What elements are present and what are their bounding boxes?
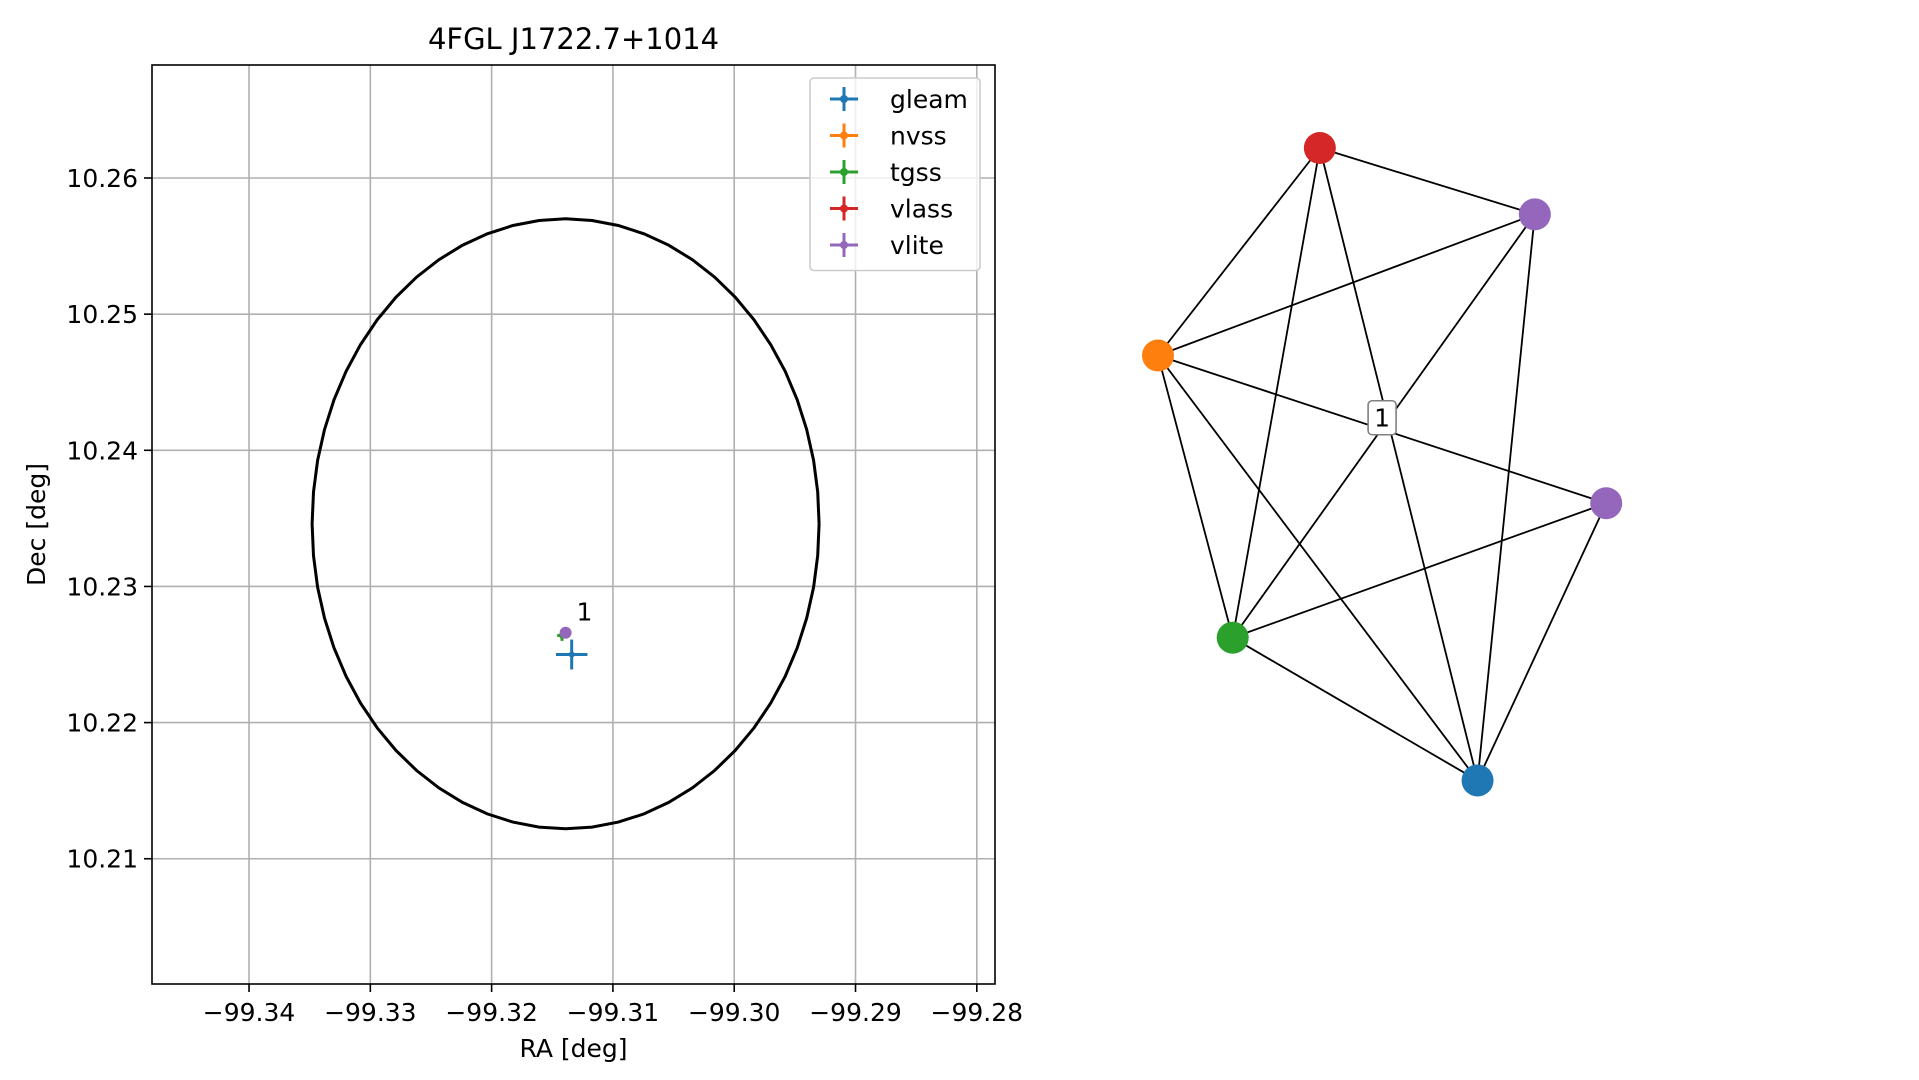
x-tick-label: −99.31	[567, 998, 660, 1027]
error-ellipse-group	[310, 217, 821, 831]
chart-title: 4FGL J1722.7+1014	[428, 22, 719, 56]
network-edge	[1157, 355, 1234, 638]
network-edge	[1157, 213, 1536, 357]
x-tick-label: −99.29	[809, 998, 902, 1027]
legend-marker-dot	[840, 95, 848, 103]
network-node-blue	[1461, 764, 1494, 797]
x-tick-label: −99.34	[203, 998, 296, 1027]
series-vlite	[559, 626, 572, 639]
legend-label: gleam	[890, 85, 968, 114]
legend-entry: nvss	[830, 122, 947, 151]
legend-entry: vlite	[830, 231, 944, 260]
network-node-purple-top	[1518, 198, 1551, 231]
network-node-purple-right	[1590, 487, 1623, 520]
network-edge	[1476, 214, 1536, 781]
network-graph: 1	[1142, 132, 1623, 797]
y-tick-label: 10.26	[66, 164, 138, 193]
network-edge	[1231, 147, 1321, 638]
legend-marker-dot	[840, 168, 848, 176]
axes-frame	[151, 64, 996, 985]
legend-label: vlass	[890, 195, 953, 224]
legend-entry: tgss	[830, 158, 942, 187]
network-edge	[1232, 502, 1607, 639]
legend-label: vlite	[890, 231, 944, 260]
network-edge	[1476, 502, 1608, 781]
y-axis-label: Dec [deg]	[22, 463, 51, 586]
point-annotation: 1	[577, 597, 593, 626]
legend-entry: vlass	[830, 195, 953, 224]
legend-marker-dot	[840, 241, 848, 249]
y-tick-label: 10.25	[66, 300, 138, 329]
network-node-orange	[1142, 339, 1174, 372]
network-edge	[1157, 354, 1479, 782]
x-tick-label: −99.28	[931, 998, 1024, 1027]
scatter-axes: 1 −99.34 −99.33 −99.32 −99.31 −99.30 −99.29 −9…	[22, 22, 1023, 1063]
x-ticks: −99.34 −99.33 −99.32 −99.31 −99.30 −99.29 −99.…	[203, 984, 1023, 1027]
edge-label-box	[1367, 399, 1397, 436]
x-tick-label: −99.32	[445, 998, 538, 1027]
legend-entry: gleam	[830, 85, 968, 114]
y-tick-label: 10.22	[66, 709, 138, 738]
network-edge	[1319, 147, 1536, 216]
y-tick-label: 10.24	[66, 436, 138, 465]
legend-label: tgss	[890, 158, 942, 187]
edge-label-group: 1	[1367, 399, 1397, 436]
network-edge	[1318, 147, 1479, 781]
y-tick-label: 10.21	[66, 845, 138, 874]
network-edges	[1157, 147, 1608, 782]
network-node-red	[1303, 132, 1336, 164]
x-axis-label: RA [deg]	[519, 1034, 627, 1063]
network-edge	[1232, 636, 1479, 782]
legend-marker-dot	[840, 131, 848, 140]
legend-label: nvss	[890, 122, 947, 151]
x-tick-label: −99.30	[688, 998, 781, 1027]
annotation-group: 1	[577, 597, 593, 626]
edge-label: 1	[1374, 403, 1390, 432]
network-edge	[1157, 147, 1321, 357]
legend-box	[809, 77, 981, 272]
legend: gleam nvss tgss vlass vlite	[809, 77, 981, 272]
x-tick-label: −99.33	[324, 998, 417, 1027]
data-point	[568, 651, 575, 658]
error-ellipse	[310, 217, 821, 831]
y-ticks: 10.21 10.22 10.23 10.24 10.25 10.26	[66, 164, 152, 874]
series-gleam	[555, 639, 588, 670]
data-points	[555, 626, 588, 670]
legend-marker-dot	[840, 204, 848, 213]
y-tick-label: 10.23	[66, 572, 138, 601]
data-point	[559, 626, 572, 639]
network-node-green	[1216, 621, 1249, 654]
network-nodes	[1142, 132, 1623, 797]
